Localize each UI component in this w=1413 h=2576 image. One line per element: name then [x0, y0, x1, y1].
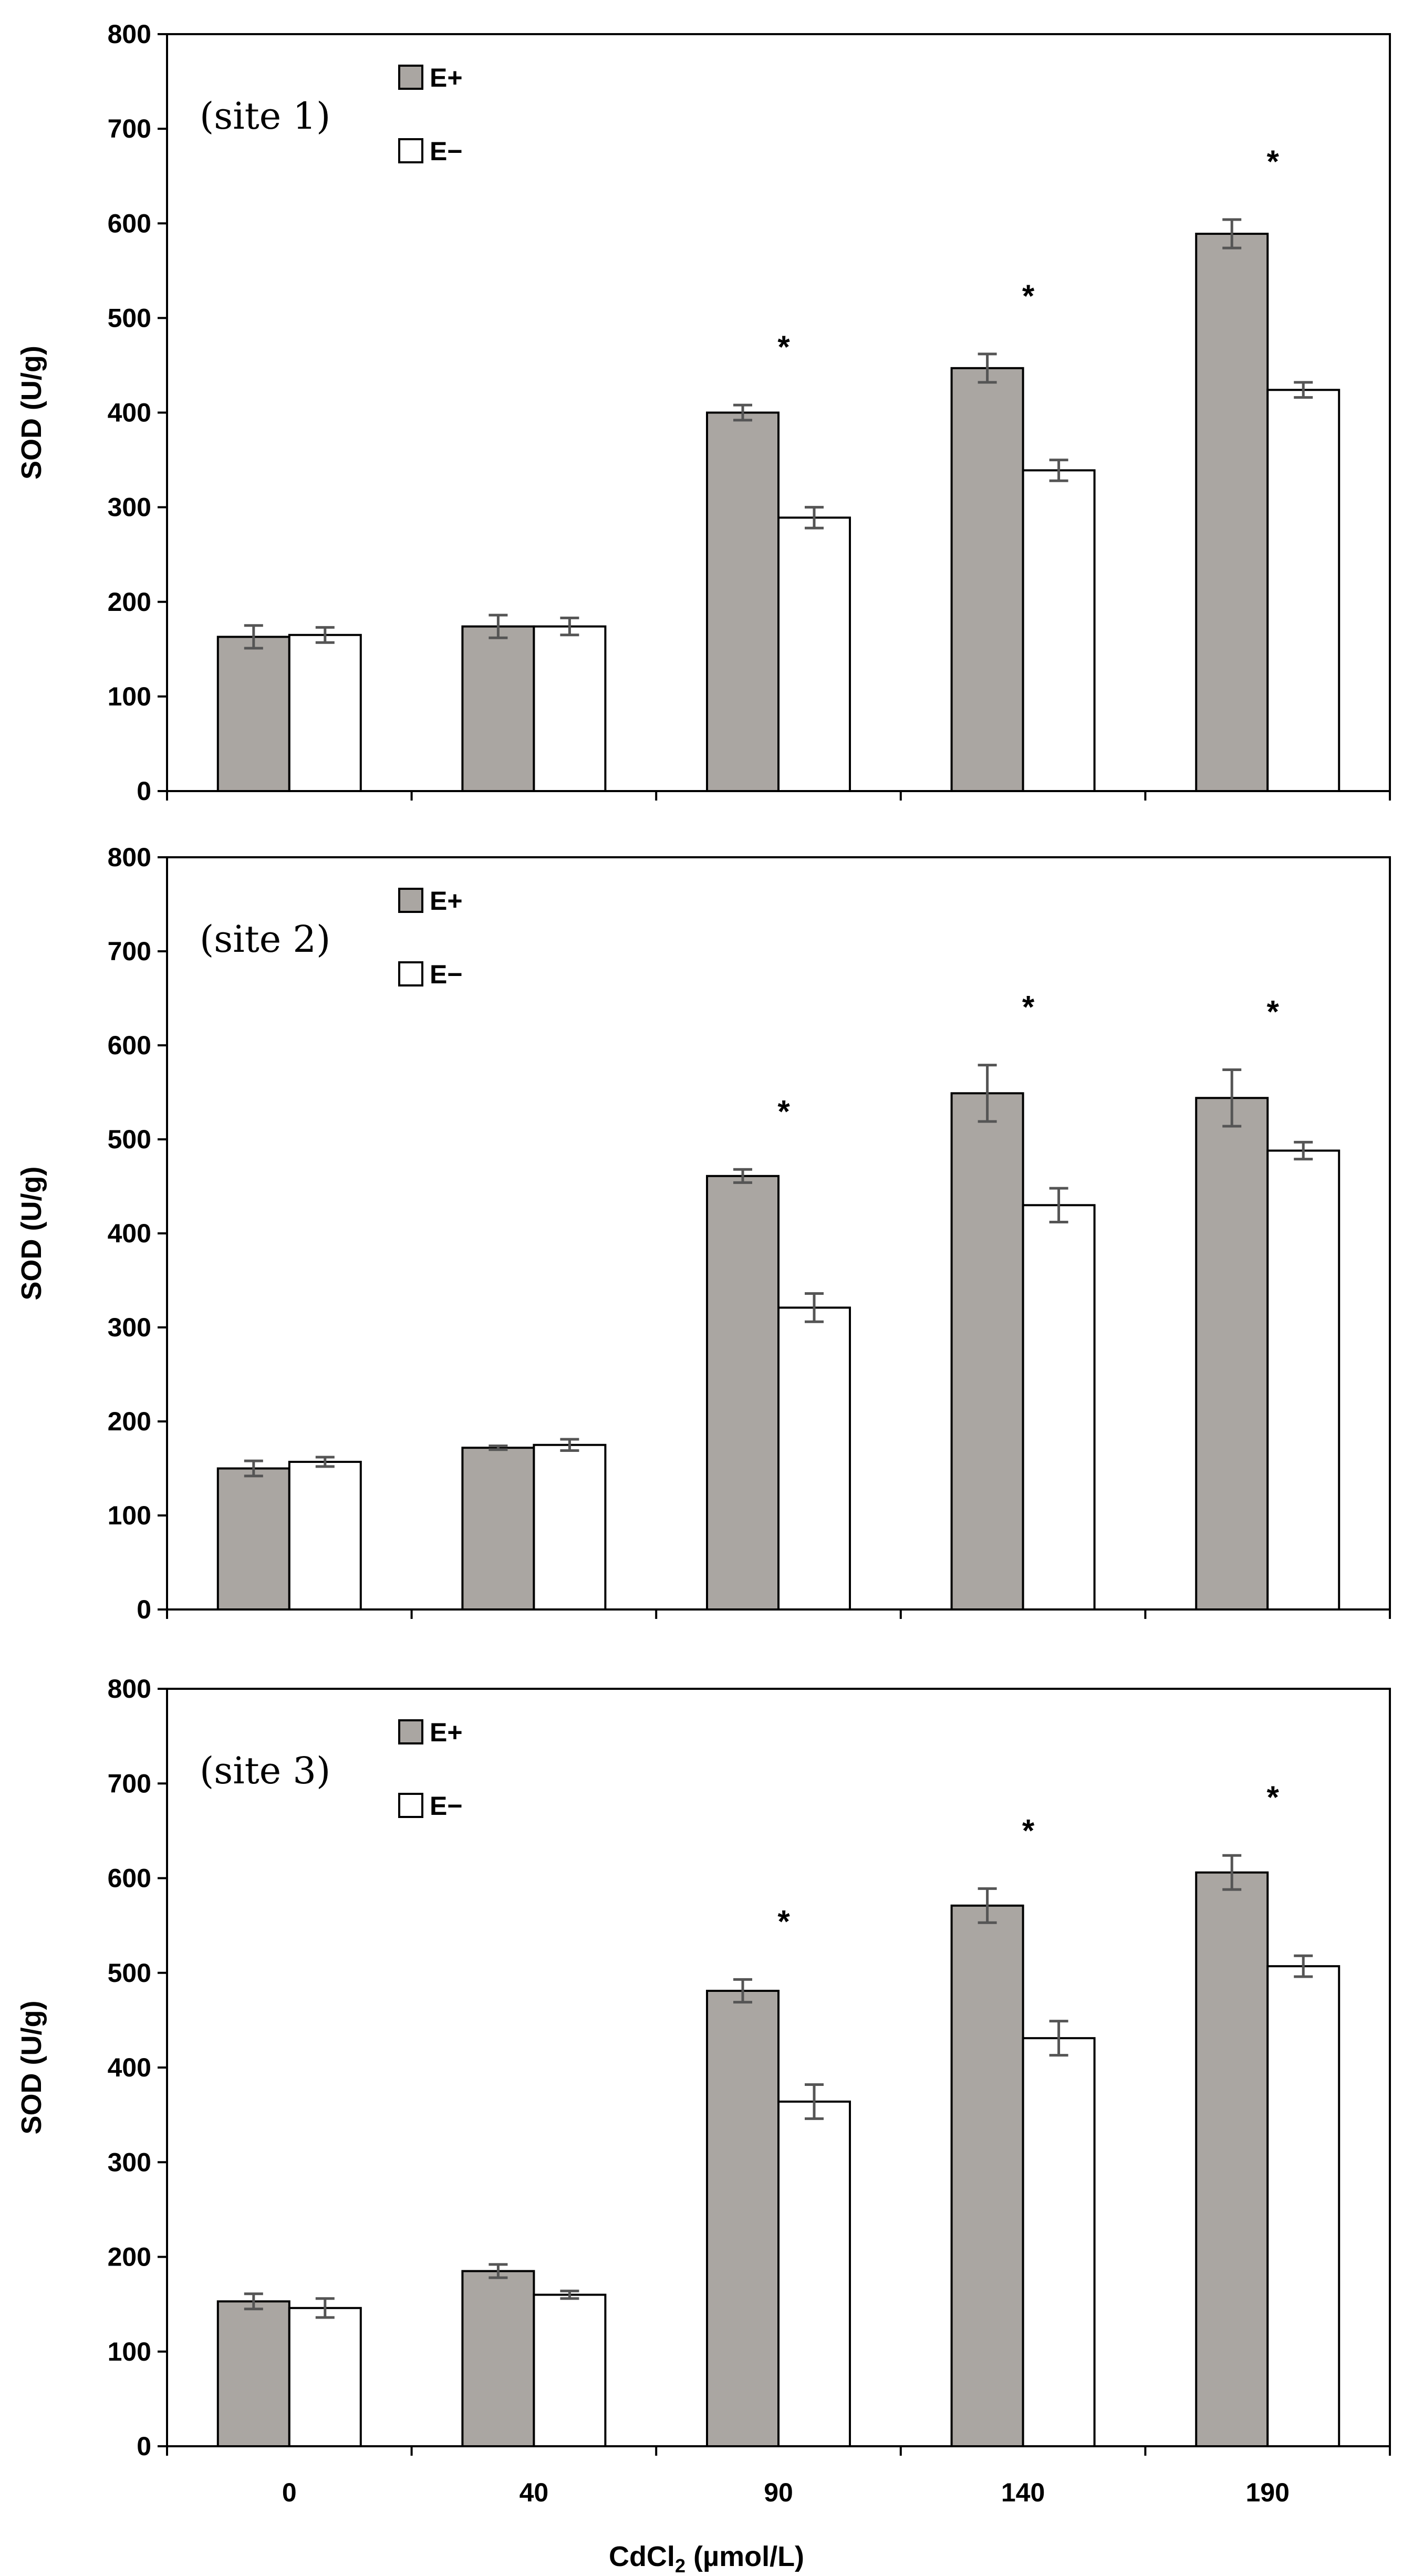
legend-label: E− — [430, 960, 463, 989]
y-tick-label: 300 — [108, 2147, 151, 2177]
bar-e-plus-140 — [950, 367, 1024, 792]
y-tick-label: 500 — [108, 1958, 151, 1988]
site-label: (site 1) — [200, 95, 330, 138]
bar-e-minus-140 — [1022, 1204, 1096, 1611]
y-tick-label: 0 — [137, 1595, 151, 1624]
bar-e-minus-40 — [533, 2293, 607, 2448]
y-tick-label: 700 — [108, 114, 151, 143]
bar-e-plus-0 — [216, 636, 290, 792]
legend-label: E+ — [430, 1718, 463, 1747]
legend-swatch-e-plus — [398, 1719, 423, 1744]
x-tick-label: 140 — [1001, 2478, 1045, 2507]
y-tick-label: 200 — [108, 2242, 151, 2272]
significance-marker: * — [1022, 278, 1035, 314]
y-tick-label: 700 — [108, 1769, 151, 1798]
significance-marker: * — [777, 1094, 790, 1129]
bar-e-plus-90 — [706, 1175, 780, 1611]
significance-marker: * — [1267, 1780, 1280, 1815]
bar-e-minus-0 — [288, 633, 362, 792]
legend-label: E− — [430, 137, 463, 166]
y-tick-label: 500 — [108, 303, 151, 333]
significance-marker: * — [777, 329, 790, 365]
site-label: (site 3) — [200, 1749, 330, 1792]
y-axis-title: SOD (U/g) — [16, 346, 47, 480]
significance-marker: * — [777, 1904, 790, 1939]
bar-e-plus-0 — [216, 2300, 290, 2447]
bar-e-minus-0 — [288, 1460, 362, 1611]
y-tick-label: 600 — [108, 1031, 151, 1060]
bar-e-minus-90 — [777, 2100, 851, 2447]
y-tick-label: 800 — [108, 843, 151, 872]
x-axis-title-unit: (µmol/L) — [685, 2541, 804, 2572]
legend-swatch-e-minus — [398, 1793, 423, 1818]
bar-e-plus-190 — [1195, 1097, 1269, 1611]
bar-e-minus-190 — [1266, 389, 1341, 792]
chart-panel-site-1: 0 100 200 300 400 500 600 700 800 SOD (U/g) * * * (si… — [16, 19, 1391, 806]
x-axis-title: CdCl2 (µmol/L) — [609, 2541, 804, 2576]
bar-e-plus-140 — [950, 1904, 1024, 2447]
y-tick-label: 100 — [108, 682, 151, 711]
significance-marker: * — [1267, 994, 1280, 1030]
y-tick-label: 100 — [108, 2337, 151, 2366]
legend-swatch-e-minus — [398, 138, 423, 163]
bar-e-plus-90 — [706, 411, 780, 792]
legend-swatch-e-plus — [398, 65, 423, 90]
legend-label: E− — [430, 1791, 463, 1821]
y-axis-title: SOD (U/g) — [16, 1167, 47, 1301]
y-tick-label: 500 — [108, 1125, 151, 1154]
bar-e-plus-90 — [706, 1989, 780, 2448]
y-tick-label: 0 — [137, 2432, 151, 2461]
bar-e-minus-90 — [777, 516, 851, 792]
y-tick-label: 300 — [108, 1313, 151, 1342]
bar-e-minus-190 — [1266, 1149, 1341, 1611]
legend-label: E+ — [430, 63, 463, 92]
bar-e-minus-90 — [777, 1306, 851, 1611]
y-tick-label: 400 — [108, 1219, 151, 1248]
x-tick-label: 0 — [282, 2478, 297, 2507]
chart-panel-site-2: 0 100 200 300 400 500 600 700 800 SOD (U/g) * * * (si… — [16, 843, 1391, 1624]
x-axis-title-subscript: 2 — [675, 2555, 685, 2576]
bar-e-plus-0 — [216, 1467, 290, 1611]
y-tick-label: 100 — [108, 1501, 151, 1530]
bar-e-minus-140 — [1022, 2037, 1096, 2448]
y-tick-label: 700 — [108, 937, 151, 966]
y-tick-label: 400 — [108, 2053, 151, 2082]
bar-e-plus-40 — [461, 1447, 535, 1611]
y-tick-label: 200 — [108, 1407, 151, 1436]
significance-marker: * — [1022, 990, 1035, 1025]
legend-swatch-e-plus — [398, 888, 423, 913]
y-tick-label: 300 — [108, 493, 151, 522]
bar-e-minus-140 — [1022, 469, 1096, 792]
y-tick-label: 800 — [108, 1674, 151, 1704]
bar-e-plus-40 — [461, 625, 535, 793]
bar-e-plus-190 — [1195, 233, 1269, 793]
bar-e-plus-190 — [1195, 1871, 1269, 2447]
y-tick-label: 200 — [108, 587, 151, 617]
x-tick-label: 190 — [1245, 2478, 1289, 2507]
x-tick-label: 90 — [764, 2478, 793, 2507]
significance-marker: * — [1022, 1813, 1035, 1848]
significance-marker: * — [1267, 144, 1280, 179]
bar-e-plus-40 — [461, 2270, 535, 2448]
y-tick-label: 0 — [137, 776, 151, 806]
legend-swatch-e-minus — [398, 961, 423, 986]
bar-e-minus-40 — [533, 625, 607, 793]
site-label: (site 2) — [200, 918, 330, 961]
bar-e-minus-40 — [533, 1443, 607, 1611]
y-tick-label: 600 — [108, 1864, 151, 1893]
legend-label: E+ — [430, 886, 463, 916]
y-tick-label: 800 — [108, 19, 151, 49]
chart-panel-site-3: 0 100 200 300 400 500 600 700 800 SOD (U/g) * * * 0 40… — [16, 1674, 1391, 2507]
bar-e-minus-190 — [1266, 1965, 1341, 2448]
bar-e-plus-140 — [950, 1092, 1024, 1611]
bar-e-minus-0 — [288, 2307, 362, 2447]
x-tick-label: 40 — [520, 2478, 549, 2507]
y-axis-title: SOD (U/g) — [16, 2001, 47, 2135]
y-tick-label: 600 — [108, 209, 151, 238]
y-tick-label: 400 — [108, 398, 151, 428]
x-axis-title-main: CdCl — [609, 2541, 675, 2572]
